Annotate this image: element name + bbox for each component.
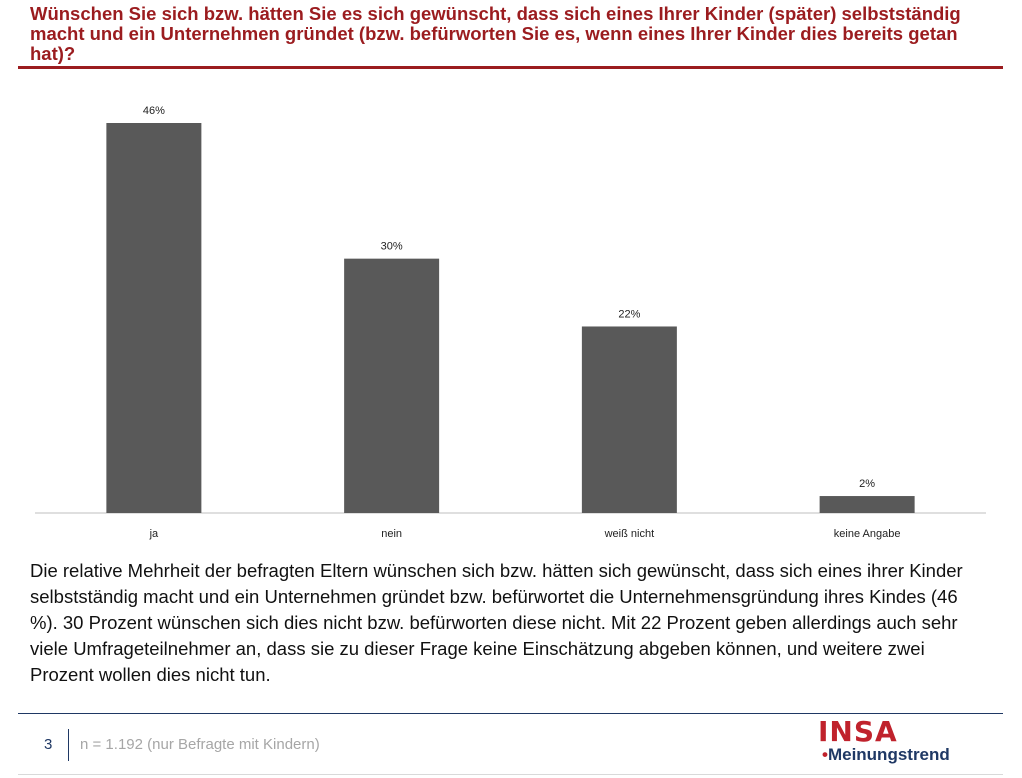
title-divider	[18, 66, 1003, 69]
footer-divider	[18, 713, 1003, 714]
category-label-3: keine Angabe	[834, 528, 901, 540]
logo-insa-text: INSA	[818, 715, 898, 748]
logo-dot: •	[822, 745, 828, 764]
bottom-divider	[18, 774, 1003, 775]
data-label-0: 46%	[143, 105, 165, 117]
data-label-2: 22%	[618, 308, 640, 320]
page-number: 3	[44, 736, 53, 753]
logo-subtitle: •Meinungstrend	[822, 745, 950, 765]
bar-0	[106, 123, 202, 513]
bar-3	[819, 496, 915, 513]
chart-summary: Die relative Mehrheit der befragten Elte…	[30, 560, 963, 685]
page-number-separator	[68, 729, 69, 761]
logo-subtitle-text: Meinungstrend	[827, 745, 950, 764]
insa-logo: INSA •Meinungstrend	[818, 715, 950, 765]
category-label-0: ja	[149, 528, 159, 540]
page-title: Wünschen Sie sich bzw. hätten Sie es sic…	[30, 3, 961, 64]
bar-1	[344, 258, 440, 513]
data-label-1: 30%	[381, 241, 403, 253]
category-label-2: weiß nicht	[604, 528, 655, 540]
data-label-3: 2%	[859, 478, 875, 490]
bar-chart: 46% ja 30% nein 22% weiß nicht 2% keine Angabe	[35, 105, 986, 540]
category-label-1: nein	[381, 528, 402, 540]
sample-size-note: n = 1.192 (nur Befragte mit Kindern)	[80, 736, 320, 753]
bar-2	[581, 326, 677, 513]
